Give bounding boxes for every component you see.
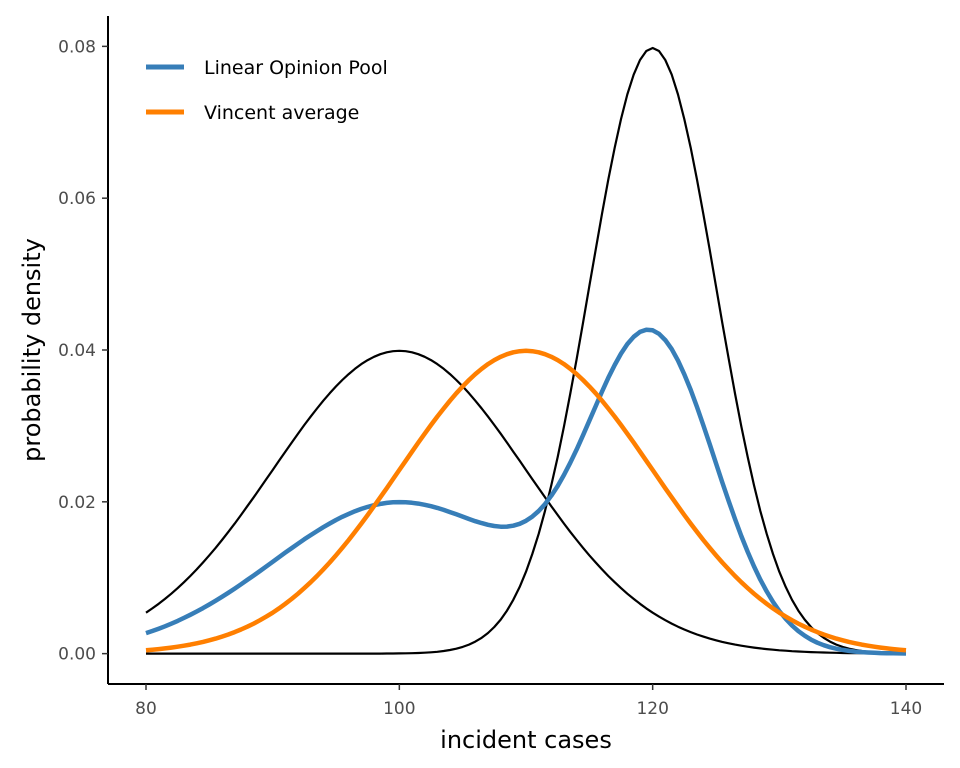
component-line-2 xyxy=(146,46,907,655)
series-curves xyxy=(145,46,907,656)
y-tick-label: 0.02 xyxy=(58,493,96,513)
y-tick-label: 0.08 xyxy=(58,37,96,57)
x-tick-label: 80 xyxy=(135,699,157,719)
legend: Linear Opinion Pool Vincent average xyxy=(146,57,388,124)
x-tick-label: 120 xyxy=(636,699,668,719)
x-axis-title: incident cases xyxy=(440,726,612,754)
series-line-4 xyxy=(145,348,907,653)
y-tick-label: 0.06 xyxy=(58,189,96,209)
legend-label: Vincent average xyxy=(204,102,359,124)
y-tick-label: 0.04 xyxy=(58,341,96,361)
legend-label: Linear Opinion Pool xyxy=(204,57,388,79)
y-axis-ticks: 0.00 0.02 0.04 0.06 0.08 xyxy=(58,37,108,665)
y-tick-label: 0.00 xyxy=(58,645,96,665)
series-line-3 xyxy=(145,327,907,656)
y-axis-title: probability density xyxy=(18,238,46,462)
component-line-1 xyxy=(145,349,906,655)
x-axis-ticks: 80 100 120 140 xyxy=(135,684,922,719)
x-tick-label: 140 xyxy=(890,699,922,719)
x-tick-label: 100 xyxy=(383,699,415,719)
